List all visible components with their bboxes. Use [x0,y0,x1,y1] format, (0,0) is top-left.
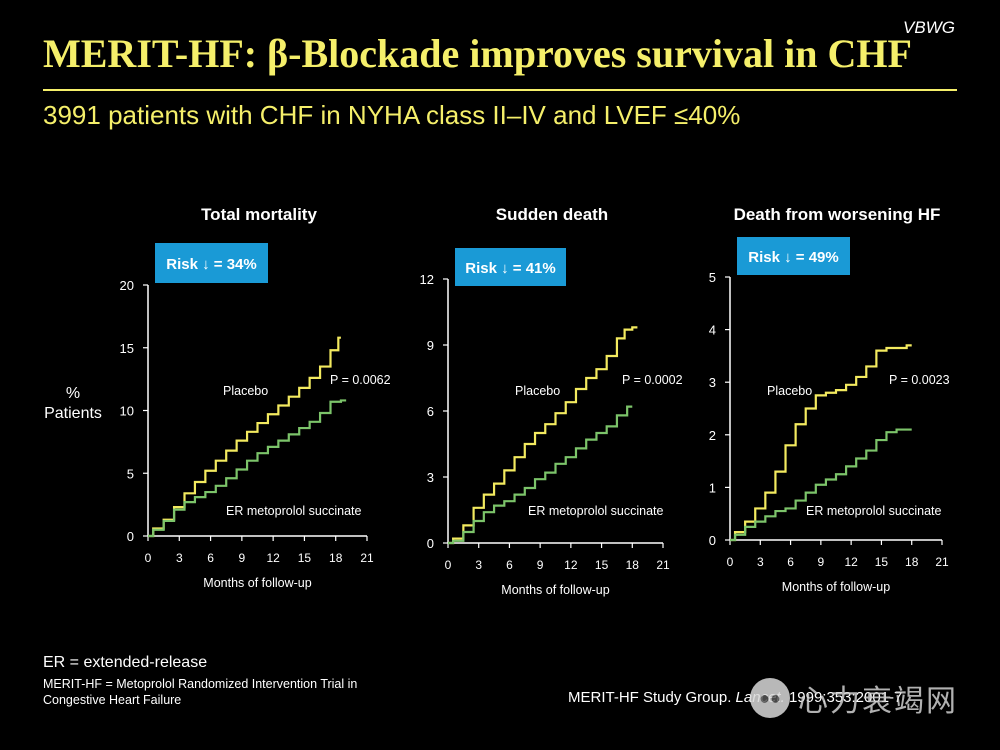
p-value: P = 0.0002 [622,373,683,387]
y-axis-label-line1: % [66,385,80,402]
watermark: ●● 心力衰竭网 [750,672,965,724]
x-axis-label: Months of follow-up [203,576,311,590]
title-divider [43,89,957,91]
chart-sudden-death: Sudden death Risk ↓ = 41% 0 3 6 9 12 0 3 6 9 12 15 18… [420,205,683,597]
x-tick-label: 12 [564,558,578,572]
y-tick-label: 0 [427,536,434,551]
x-tick-label: 18 [905,555,919,569]
footnote-definition: MERIT-HF = Metoprolol Randomized Interve… [43,677,358,707]
chart-title: Total mortality [201,205,317,224]
risk-label: Risk ↓ = 41% [465,260,555,277]
risk-box [737,237,850,275]
x-tick-label: 9 [818,555,825,569]
x-tick-label: 3 [757,555,764,569]
risk-box [155,243,268,283]
x-tick-label: 12 [266,551,280,565]
x-axis-label: Months of follow-up [782,580,890,594]
x-tick-label: 6 [787,555,794,569]
x-tick-label: 6 [506,558,513,572]
metoprolol-label: ER metoprolol succinate [226,504,362,518]
y-tick-label: 3 [427,470,434,485]
x-tick-label: 18 [626,558,640,572]
placebo-label: Placebo [767,384,812,398]
x-tick-label: 21 [656,558,670,572]
x-tick-label: 12 [844,555,858,569]
y-tick-label: 6 [427,404,434,419]
y-axis-label-line2: Patients [44,405,102,422]
watermark-text: 心力衰竭网 [798,685,958,718]
y-tick-label: 15 [120,341,134,356]
x-tick-label: 21 [360,551,374,565]
x-tick-label: 3 [475,558,482,572]
risk-label: Risk ↓ = 49% [748,249,838,266]
placebo-label: Placebo [223,384,268,398]
placebo-line [148,336,341,538]
y-tick-label: 5 [127,466,134,481]
x-tick-label: 15 [298,551,312,565]
x-tick-label: 3 [176,551,183,565]
x-tick-label: 9 [537,558,544,572]
placebo-line [448,326,638,545]
page-subtitle: 3991 patients with CHF in NYHA class II–… [43,100,741,130]
chart-title: Sudden death [496,205,608,224]
p-value: P = 0.0062 [330,373,391,387]
x-tick-label: 21 [935,555,949,569]
y-tick-label: 4 [709,323,716,338]
y-tick-label: 10 [120,404,134,419]
x-tick-label: 15 [595,558,609,572]
chart-title: Death from worsening HF [734,205,941,224]
page-title: MERIT-HF: β-Blockade improves survival i… [43,31,912,76]
footnote-abbreviation: ER = extended-release [43,654,208,671]
risk-label: Risk ↓ = 34% [166,256,256,273]
risk-box [455,248,566,286]
x-tick-label: 0 [145,551,152,565]
y-tick-label: 3 [709,375,716,390]
y-tick-label: 12 [420,272,434,287]
vbwg-badge: VBWG [903,18,955,37]
metoprolol-label: ER metoprolol succinate [806,504,942,518]
chart-total-mortality: Total mortality Risk ↓ = 34% 0 5 10 15 20 0 3 6 9 1… [120,205,391,590]
y-tick-label: 2 [709,428,716,443]
wechat-logo-icon: ●● [750,678,790,718]
x-tick-label: 0 [727,555,734,569]
x-tick-label: 6 [207,551,214,565]
citation-ref: 1999;353:2001-7 [788,689,903,706]
x-tick-label: 18 [329,551,343,565]
y-tick-label: 0 [709,533,716,548]
x-tick-label: 15 [875,555,889,569]
x-axis-label: Months of follow-up [501,583,609,597]
x-tick-label: 0 [445,558,452,572]
y-tick-label: 1 [709,480,716,495]
metoprolol-line [448,405,633,545]
placebo-line [730,344,912,542]
p-value: P = 0.0023 [889,373,950,387]
y-tick-label: 0 [127,529,134,544]
y-tick-label: 20 [120,278,134,293]
placebo-label: Placebo [515,384,560,398]
y-tick-label: 9 [427,338,434,353]
metoprolol-label: ER metoprolol succinate [528,504,664,518]
citation-prefix: MERIT-HF Study Group. [568,689,732,706]
y-tick-label: 5 [709,270,716,285]
x-tick-label: 9 [239,551,246,565]
metoprolol-line [148,399,347,538]
metoprolol-line [730,428,912,542]
